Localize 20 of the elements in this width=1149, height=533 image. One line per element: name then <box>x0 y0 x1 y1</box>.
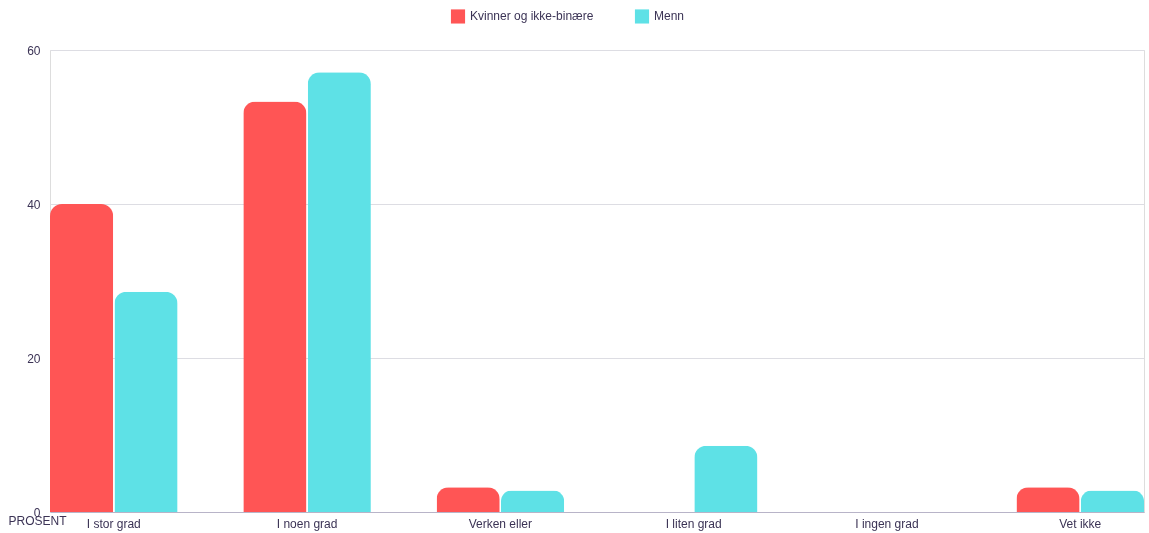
bar <box>307 72 371 512</box>
x-tick-label: Vet ikke <box>1059 516 1102 531</box>
x-tick-label: I ingen grad <box>855 516 919 531</box>
y-tick-label: 20 <box>27 351 41 366</box>
x-tick-label: I stor grad <box>86 516 141 531</box>
x-tick-label: Verken eller <box>468 516 533 531</box>
bar <box>694 445 758 512</box>
bar <box>436 487 500 512</box>
bar <box>114 291 178 512</box>
bar <box>50 204 114 512</box>
x-tick-label: I liten grad <box>665 516 722 531</box>
y-tick-label: 40 <box>27 197 41 212</box>
bar <box>1016 487 1080 512</box>
bar <box>243 101 307 512</box>
y-tick-label: 60 <box>27 43 41 58</box>
x-tick-label: I noen grad <box>276 516 338 531</box>
legend-label: Kvinner og ikke-binære <box>470 9 594 24</box>
bar <box>501 490 565 512</box>
legend-label: Menn <box>654 9 685 24</box>
bar <box>1080 490 1144 512</box>
